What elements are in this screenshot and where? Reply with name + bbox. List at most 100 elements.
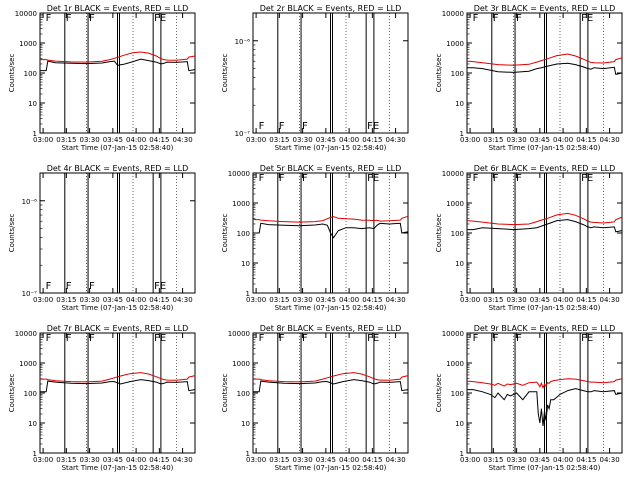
- y-tick-label: 1: [33, 130, 37, 138]
- y-axis-label: Counts/sec: [221, 54, 229, 93]
- y-tick-label: 1: [460, 450, 464, 458]
- x-tick-label: 03:45: [530, 296, 550, 304]
- y-tick-label: 100: [451, 230, 464, 238]
- y-tick-label: 100: [237, 390, 250, 398]
- marker-letter: F: [259, 333, 265, 344]
- y-axis-label: Counts/sec: [435, 54, 443, 93]
- y-tick-label: 10: [28, 420, 37, 428]
- x-tick-label: 04:30: [600, 136, 620, 144]
- marker-letter: F: [259, 173, 265, 184]
- panel-det-9r: F F F FE 1 10 100 1000 10000 03:00 03:15 03:30 03:45…: [435, 324, 623, 472]
- x-tick-label: 03:30: [80, 296, 100, 304]
- events-series-line: [467, 62, 623, 75]
- x-tick-label: 03:15: [56, 456, 76, 464]
- panel-title: Det 5r BLACK = Events, RED = LLD: [260, 164, 402, 173]
- x-tick-label: 04:15: [576, 136, 596, 144]
- marker-letter: F: [279, 121, 285, 132]
- x-tick-label: 04:30: [173, 136, 193, 144]
- x-tick-label: 04:15: [149, 296, 169, 304]
- x-tick-label: 04:30: [386, 136, 406, 144]
- y-tick-label: 1000: [19, 40, 37, 48]
- x-tick-label: 03:45: [103, 456, 123, 464]
- x-axis-label: Start Time (07-Jan-15 02:58:40): [489, 144, 601, 152]
- marker-letter: FE: [154, 281, 166, 292]
- marker-letter: FE: [154, 333, 166, 344]
- x-tick-label: 03:45: [316, 136, 336, 144]
- y-axis-label: Counts/sec: [221, 374, 229, 413]
- x-axis-label: Start Time (07-Jan-15 02:58:40): [275, 464, 387, 472]
- marker-letter: F: [89, 13, 95, 24]
- x-tick-label: 03:30: [80, 136, 100, 144]
- x-tick-label: 03:00: [246, 456, 266, 464]
- panel-title: Det 2r BLACK = Events, RED = LLD: [260, 4, 402, 13]
- x-tick-label: 04:00: [339, 136, 359, 144]
- x-tick-label: 03:00: [246, 136, 266, 144]
- marker-letter: FE: [367, 121, 379, 132]
- y-tick-label: 10000: [442, 330, 464, 338]
- panel-det-3r: F F F FE 1 10 100 1000 10000 03:00 03:15 03:30 03:45…: [435, 4, 623, 152]
- y-tick-label: 1000: [232, 360, 250, 368]
- y-tick-label: 1: [460, 290, 464, 298]
- y-tick-label: 1000: [446, 40, 464, 48]
- panel-title: Det 4r BLACK = Events, RED = LLD: [47, 164, 189, 173]
- x-tick-label: 03:15: [56, 296, 76, 304]
- x-tick-label: 04:00: [339, 456, 359, 464]
- y-tick-label: 100: [451, 390, 464, 398]
- x-tick-label: 03:30: [293, 456, 313, 464]
- panel-det-5r: F F F FE 1 10 100 1000 10000 03:00 03:15 03:30 03:45…: [221, 164, 409, 312]
- lld-series-line: [466, 378, 623, 390]
- x-tick-label: 03:15: [483, 136, 503, 144]
- marker-letter: F: [516, 173, 522, 184]
- lld-series-line: [466, 53, 623, 66]
- x-tick-label: 03:30: [507, 456, 527, 464]
- x-axis-label: Start Time (07-Jan-15 02:58:40): [62, 304, 174, 312]
- x-tick-label: 04:30: [386, 456, 406, 464]
- marker-letter: FE: [154, 13, 166, 24]
- x-tick-label: 03:15: [269, 456, 289, 464]
- y-tick-label: 10000: [15, 330, 37, 338]
- marker-letter: F: [493, 13, 499, 24]
- x-tick-label: 03:00: [460, 456, 480, 464]
- x-tick-label: 03:00: [33, 296, 53, 304]
- x-tick-label: 04:30: [600, 296, 620, 304]
- events-series-line: [40, 58, 196, 72]
- marker-letter: F: [66, 281, 72, 292]
- y-axis-label: Counts/sec: [8, 214, 16, 253]
- y-tick-label: 10000: [228, 170, 250, 178]
- x-tick-label: 04:00: [339, 296, 359, 304]
- y-tick-label: 10000: [15, 10, 37, 18]
- marker-letter: F: [259, 121, 265, 132]
- panel-det-7r: F F F FE 1 10 100 1000 10000 03:00 03:15 03:30 03:45…: [8, 324, 196, 472]
- y-axis-label: Counts/sec: [435, 214, 443, 253]
- y-tick-label: 1: [246, 290, 250, 298]
- marker-letter: FE: [581, 173, 593, 184]
- marker-letter: F: [89, 333, 95, 344]
- marker-letter: F: [302, 121, 308, 132]
- y-tick-label: 100: [451, 70, 464, 78]
- marker-letter: F: [279, 333, 285, 344]
- x-tick-label: 03:00: [460, 136, 480, 144]
- marker-letter: F: [46, 281, 52, 292]
- x-tick-label: 04:15: [149, 136, 169, 144]
- marker-letter: F: [473, 13, 479, 24]
- panel-det-1r: F F F FE 1 10 100 1000 10000 03:00 03:15 03:30 03:45…: [8, 4, 196, 152]
- x-tick-label: 04:15: [362, 136, 382, 144]
- x-tick-label: 04:00: [553, 296, 573, 304]
- y-tick-label: 10000: [442, 170, 464, 178]
- x-tick-label: 04:30: [386, 296, 406, 304]
- marker-letter: F: [493, 173, 499, 184]
- events-series-line: [467, 219, 623, 233]
- x-tick-label: 04:15: [576, 456, 596, 464]
- marker-letter: F: [46, 13, 52, 24]
- y-tick-label: 10: [28, 100, 37, 108]
- y-tick-label: 1: [33, 450, 37, 458]
- x-axis-label: Start Time (07-Jan-15 02:58:40): [489, 464, 601, 472]
- events-series-line: [253, 379, 409, 393]
- panel-det-6r: F F F FE 1 10 100 1000 10000 03:00 03:15 03:30 03:45…: [435, 164, 623, 312]
- x-tick-label: 03:45: [316, 296, 336, 304]
- y-tick-label: 10: [241, 260, 250, 268]
- lld-series-line: [40, 372, 196, 383]
- x-tick-label: 04:15: [362, 456, 382, 464]
- marker-letter: F: [279, 173, 285, 184]
- lld-series-line: [253, 215, 409, 223]
